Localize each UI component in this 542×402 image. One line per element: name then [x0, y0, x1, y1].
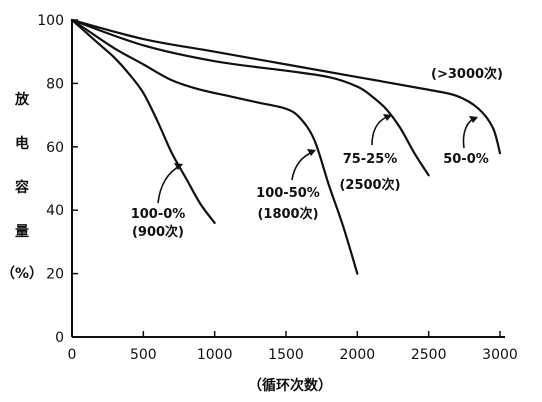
arrowhead-icon: [174, 163, 183, 170]
annotation-arrow: [291, 151, 314, 181]
axes: [71, 20, 505, 338]
y-axis-label: 放: [14, 91, 30, 108]
y-axis-label: 容: [14, 179, 29, 196]
x-tick-label: 500: [130, 347, 157, 363]
y-axis-label: （%）: [1, 266, 43, 282]
label-100-50: (1800次): [257, 206, 318, 222]
y-axis-label: 电: [15, 135, 29, 152]
label-100-0: (900次): [132, 224, 184, 240]
x-tick-label: 2500: [411, 347, 447, 363]
annotation-arrow: [371, 115, 390, 146]
y-tick-label: 0: [55, 330, 64, 346]
label-100-0: 100-0%: [131, 207, 186, 222]
series-100-50-line: [70, 18, 359, 275]
y-tick-label: 100: [37, 13, 64, 29]
x-tick-label: 2000: [340, 347, 376, 363]
x-tick-label: 0: [68, 347, 77, 363]
x-axis-label: （循环次数）: [248, 377, 332, 394]
label-100-50: 100-50%: [256, 186, 320, 201]
x-tick-label: 3000: [482, 347, 518, 363]
label-75-25: (2500次): [339, 177, 400, 193]
arrowhead-icon: [383, 114, 392, 121]
y-tick-label: 60: [46, 140, 64, 156]
y-axis-label: 量: [15, 224, 29, 240]
label-50-0: 50-0%: [443, 152, 489, 167]
y-tick-label: 80: [46, 76, 64, 92]
x-tick-label: 1000: [197, 347, 233, 363]
annotation-arrow: [157, 165, 181, 204]
arrowhead-icon: [469, 116, 478, 123]
arrowhead-icon: [307, 149, 316, 156]
x-tick-label: 1500: [268, 347, 304, 363]
series-100-0-line: [70, 18, 216, 224]
label-75-25: 75-25%: [343, 152, 398, 167]
series-75-25-line: [70, 18, 430, 177]
y-tick-label: 20: [46, 267, 64, 283]
label-50-0-cycles: (>3000次): [431, 66, 503, 82]
series-50-0-line: [70, 18, 502, 155]
y-tick-label: 40: [46, 203, 64, 219]
